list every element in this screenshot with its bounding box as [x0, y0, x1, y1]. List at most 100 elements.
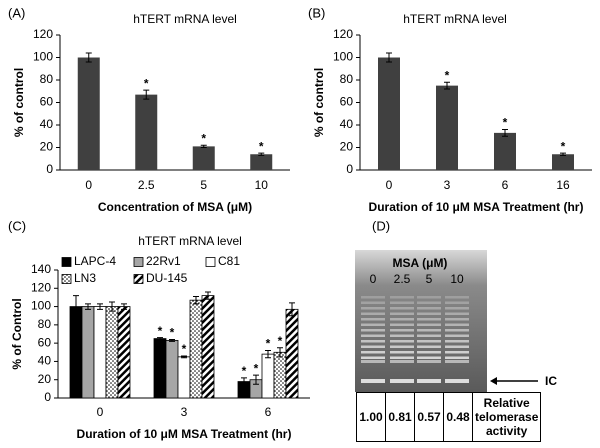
bar — [261, 353, 275, 399]
x-tick-label: 6 — [502, 178, 509, 192]
legend-swatch — [205, 257, 216, 267]
x-tick-label: 16 — [556, 178, 570, 192]
bar — [93, 306, 107, 399]
gel-band — [417, 360, 441, 363]
bar — [77, 57, 100, 170]
gel-band — [445, 360, 469, 363]
bar — [192, 146, 215, 170]
y-tick-label: 120 — [31, 280, 51, 294]
y-tick-label: 140 — [31, 262, 51, 276]
significance-marker: * — [561, 139, 566, 153]
x-tick-label: 3 — [181, 405, 188, 419]
lane-label: 5 — [426, 272, 433, 286]
table-cell: 0.81 — [385, 392, 415, 442]
error-bar — [181, 355, 187, 359]
gel-band — [361, 334, 385, 337]
gel-band — [390, 323, 414, 326]
error-bar — [444, 81, 450, 90]
legend-swatch — [61, 257, 72, 267]
lane-label: 0 — [370, 272, 377, 286]
panel-label: (C) — [8, 218, 26, 233]
bar — [165, 339, 179, 399]
legend-swatch — [133, 274, 144, 284]
error-bar — [157, 337, 163, 340]
y-tick-label: 100 — [33, 50, 53, 64]
gel-bands — [361, 296, 469, 383]
legend-label: LN3 — [74, 271, 96, 285]
bar — [189, 299, 203, 399]
gel-band — [445, 351, 469, 354]
gel-band — [417, 312, 441, 315]
error-bar — [241, 377, 247, 386]
y-tick-label: 60 — [40, 95, 54, 109]
gel-band — [417, 296, 441, 299]
x-axis-label: Duration of 10 μM MSA Treatment (hr) — [77, 427, 292, 441]
y-axis-label: % of control — [12, 68, 26, 137]
bar — [378, 57, 400, 170]
table-cell: Relative telomerase activity — [471, 392, 542, 442]
y-tick-label: 40 — [40, 117, 54, 131]
error-bar — [205, 291, 211, 300]
chart-title: hTERT mRNA level — [133, 12, 237, 26]
error-bar — [289, 302, 295, 317]
error-bar — [193, 296, 199, 305]
gel-band — [390, 340, 414, 343]
gel-band — [361, 296, 385, 299]
bar — [436, 85, 458, 170]
bar — [285, 308, 299, 399]
x-tick-label: 10 — [255, 178, 269, 192]
y-tick-label: 100 — [31, 299, 51, 313]
gel-band — [445, 323, 469, 326]
gel-band — [390, 312, 414, 315]
error-bar — [265, 349, 271, 359]
gel-band — [361, 351, 385, 354]
gel-band — [417, 351, 441, 354]
y-tick-label: 0 — [346, 162, 353, 176]
significance-marker: * — [259, 139, 264, 153]
lane-label: 2.5 — [394, 272, 411, 286]
error-bar — [200, 144, 207, 148]
bar — [552, 154, 574, 170]
gel-band — [361, 329, 385, 332]
bar — [69, 306, 83, 399]
gel-band — [417, 334, 441, 337]
gel-band — [361, 345, 385, 348]
error-bar — [502, 129, 508, 137]
legend-label: 22Rv1 — [146, 254, 181, 268]
error-bar — [73, 295, 79, 319]
chart-title: hTERT mRNA level — [138, 234, 242, 248]
x-axis-label: Concentration of MSA (μM) — [98, 200, 252, 214]
bar — [153, 338, 167, 399]
bar — [201, 295, 215, 399]
error-bar — [277, 347, 283, 358]
y-tick-label: 60 — [38, 335, 52, 349]
legend-label: LAPC-4 — [74, 254, 116, 268]
gel-band — [361, 312, 385, 315]
gel-band — [361, 356, 385, 359]
x-tick-label: 0 — [85, 178, 92, 192]
x-tick-label: 6 — [265, 405, 272, 419]
error-bar — [121, 303, 127, 310]
y-tick-label: 0 — [44, 390, 51, 404]
significance-marker: * — [170, 326, 175, 340]
x-tick-label: 0 — [386, 178, 393, 192]
gel-band — [445, 345, 469, 348]
gel-band — [445, 334, 469, 337]
bar — [135, 94, 158, 170]
gel-band — [361, 318, 385, 321]
y-tick-label: 60 — [340, 95, 354, 109]
y-tick-label: 20 — [40, 140, 54, 154]
gel-band — [390, 360, 414, 363]
legend-label: DU-145 — [146, 271, 188, 285]
significance-marker: * — [445, 68, 450, 82]
gel-band — [361, 323, 385, 326]
gel-band — [417, 329, 441, 332]
significance-marker: * — [254, 361, 259, 375]
error-bar — [97, 303, 103, 310]
error-bar — [85, 52, 92, 63]
y-axis-label: % of control — [312, 68, 326, 137]
error-bar — [386, 52, 392, 63]
panel-label: (D) — [372, 218, 390, 233]
